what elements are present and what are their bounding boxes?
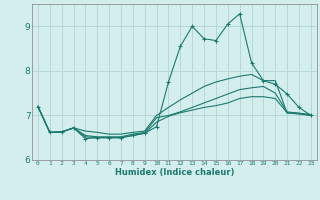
X-axis label: Humidex (Indice chaleur): Humidex (Indice chaleur) [115,168,234,177]
